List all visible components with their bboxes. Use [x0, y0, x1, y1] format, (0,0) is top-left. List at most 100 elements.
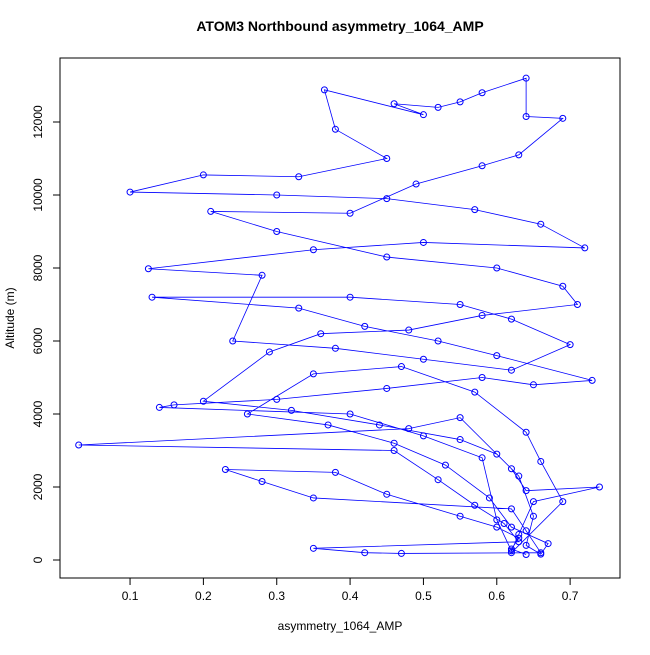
data-point — [243, 410, 251, 418]
data-point — [507, 366, 515, 374]
data-point — [456, 512, 464, 520]
y-tick-label: 8000 — [31, 254, 45, 281]
data-point — [522, 527, 530, 535]
data-point — [383, 384, 391, 392]
data-point — [434, 476, 442, 484]
data-point — [405, 326, 413, 334]
data-point — [346, 209, 354, 217]
data-point — [383, 490, 391, 498]
data-point — [522, 74, 530, 82]
data-point — [537, 457, 545, 465]
y-tick-label: 6000 — [31, 327, 45, 354]
y-tick-label: 2000 — [31, 473, 45, 500]
data-point — [515, 530, 523, 538]
plot-frame — [59, 57, 621, 579]
data-point — [515, 538, 523, 546]
data-point — [507, 523, 515, 531]
data-point — [471, 206, 479, 214]
data-point — [537, 220, 545, 228]
data-point — [419, 238, 427, 246]
x-tick-label: 0.6 — [488, 589, 505, 603]
data-point — [441, 461, 449, 469]
data-point — [346, 293, 354, 301]
data-point — [199, 171, 207, 179]
data-point — [485, 494, 493, 502]
data-point — [559, 282, 567, 290]
y-tick-label: 0 — [31, 556, 45, 563]
data-point — [331, 125, 339, 133]
data-point — [419, 355, 427, 363]
data-point — [273, 191, 281, 199]
data-point — [331, 468, 339, 476]
x-tick-label: 0.3 — [268, 589, 285, 603]
data-point — [500, 520, 508, 528]
data-point — [390, 100, 398, 108]
data-point — [287, 406, 295, 414]
data-point — [478, 162, 486, 170]
data-point — [493, 264, 501, 272]
data-point — [390, 439, 398, 447]
data-point — [317, 330, 325, 338]
data-point — [529, 498, 537, 506]
data-point — [309, 544, 317, 552]
data-point — [507, 545, 515, 553]
data-point — [258, 478, 266, 486]
x-tick-label: 0.5 — [415, 589, 432, 603]
data-point — [397, 363, 405, 371]
data-point — [229, 337, 237, 345]
data-point — [273, 227, 281, 235]
data-point — [581, 244, 589, 252]
x-tick-label: 0.7 — [562, 589, 579, 603]
data-line — [78, 77, 600, 555]
data-point — [478, 454, 486, 462]
data-point — [207, 207, 215, 215]
data-point — [390, 447, 398, 455]
data-point — [522, 113, 530, 121]
data-point — [544, 540, 552, 548]
data-point — [265, 348, 273, 356]
data-point — [559, 114, 567, 122]
data-point — [566, 341, 574, 349]
data-point — [199, 397, 207, 405]
data-point — [515, 151, 523, 159]
data-point — [148, 293, 156, 301]
data-point — [507, 465, 515, 473]
data-point — [456, 98, 464, 106]
data-point — [471, 388, 479, 396]
data-point — [537, 550, 545, 558]
data-point — [529, 381, 537, 389]
data-point — [515, 534, 523, 542]
data-point — [456, 436, 464, 444]
data-point — [295, 173, 303, 181]
data-point — [588, 376, 596, 384]
data-point — [346, 410, 354, 418]
x-tick-label: 0.2 — [195, 589, 212, 603]
data-point — [361, 549, 369, 557]
data-point — [75, 441, 83, 449]
data-point — [361, 322, 369, 330]
data-point — [221, 465, 229, 473]
data-point — [397, 549, 405, 557]
data-point — [405, 425, 413, 433]
data-point — [478, 373, 486, 381]
data-point — [522, 428, 530, 436]
data-point — [309, 494, 317, 502]
data-point — [456, 414, 464, 422]
data-point — [507, 315, 515, 323]
x-tick-label: 0.1 — [122, 589, 139, 603]
data-point — [471, 501, 479, 509]
data-point — [170, 401, 178, 409]
data-point — [456, 300, 464, 308]
data-point — [493, 523, 501, 531]
y-tick-label: 4000 — [31, 400, 45, 427]
data-point — [155, 403, 163, 411]
y-tick-label: 10000 — [31, 178, 45, 212]
data-point — [383, 253, 391, 261]
data-point — [478, 311, 486, 319]
data-point — [309, 370, 317, 378]
data-point — [126, 188, 134, 196]
chart-title: ATOM3 Northbound asymmetry_1064_AMP — [196, 18, 483, 34]
data-point — [419, 432, 427, 440]
